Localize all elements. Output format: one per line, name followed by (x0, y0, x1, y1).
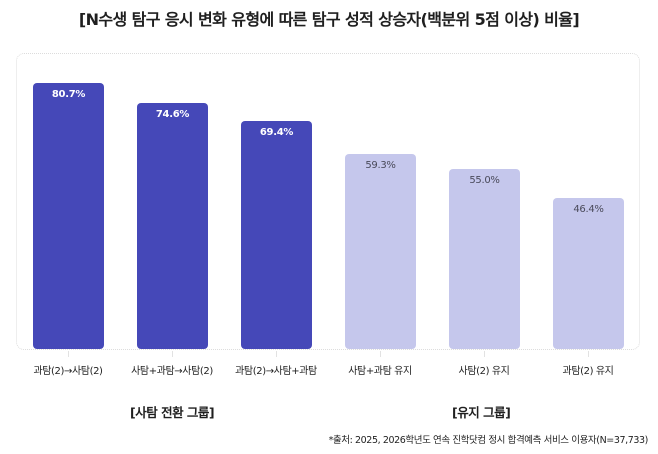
bar-switch-science-to-mixed: 69.4% (241, 121, 312, 349)
group-label-switch: [사탐 전환 그룹] (130, 405, 215, 420)
x-axis-label: 사탐(2) 유지 (458, 366, 510, 377)
bar-value-label: 59.3% (365, 160, 396, 171)
x-axis-label: 과탐(2)→사탐(2) (33, 366, 103, 377)
chart-title: [N수생 탐구 응시 변화 유형에 따른 탐구 성적 상승자(백분위 5점 이상… (78, 10, 580, 29)
x-axis-label: 사탐+과탐→사탐(2) (131, 366, 213, 377)
bar-value-label: 46.4% (573, 204, 604, 215)
bar-value-label: 55.0% (469, 175, 500, 186)
bar-switch-mixed-to-social: 74.6% (137, 103, 208, 349)
chart-frame (16, 53, 640, 350)
bar-switch-science-to-social: 80.7% (33, 83, 104, 349)
source-note: *출처: 2025, 2026학년도 연속 진학닷컴 정시 합격예측 서비스 이… (328, 435, 649, 446)
x-axis-label: 과탐(2)→사탐+과탐 (235, 366, 317, 377)
bar-value-label: 69.4% (259, 127, 294, 138)
group-label-maintain: [유지 그룹] (452, 405, 511, 420)
x-axis-label: 사탐+과탐 유지 (348, 366, 412, 377)
x-axis-tick (380, 351, 381, 357)
x-axis-label: 과탐(2) 유지 (562, 366, 614, 377)
x-axis-tick (172, 351, 173, 357)
bar-value-label: 74.6% (155, 109, 190, 120)
x-axis-tick (484, 351, 485, 357)
bar-maintain-science: 46.4% (553, 198, 624, 349)
bar-value-label: 80.7% (51, 89, 86, 100)
bar-maintain-mixed: 59.3% (345, 154, 416, 349)
x-axis-tick (276, 351, 277, 357)
x-axis-tick (588, 351, 589, 357)
bar-maintain-social: 55.0% (449, 169, 520, 349)
x-axis-tick (68, 351, 69, 357)
